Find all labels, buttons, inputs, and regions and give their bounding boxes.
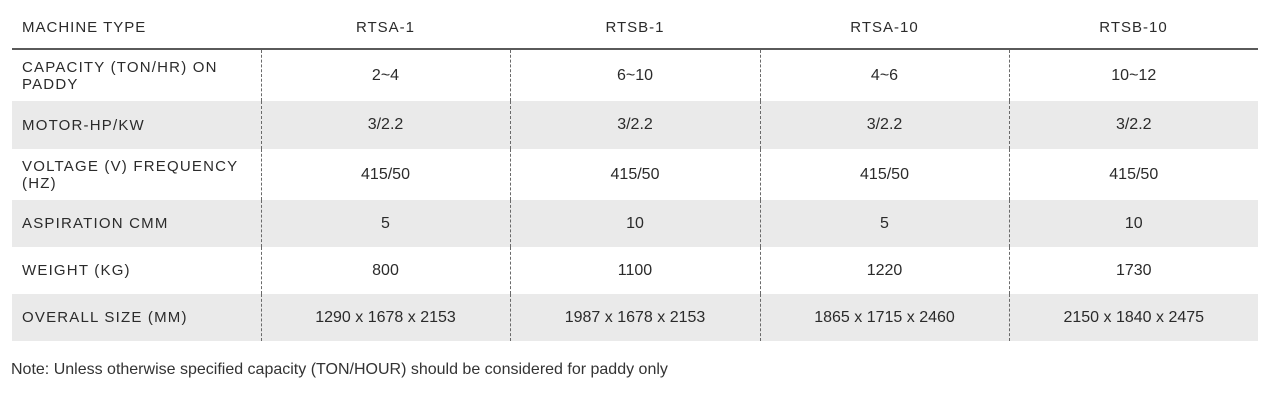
table-cell: 415/50 bbox=[1008, 149, 1258, 200]
table-cell: 10~12 bbox=[1008, 49, 1258, 101]
table-cell: 2~4 bbox=[260, 49, 510, 101]
header-rtsa-10: RTSA-10 bbox=[760, 6, 1009, 50]
row-label: VOLTAGE (V) FREQUENCY (HZ) bbox=[12, 149, 261, 200]
table-cell: 3/2.2 bbox=[759, 101, 1009, 149]
table-cell: 3/2.2 bbox=[509, 101, 760, 149]
table-cell: 415/50 bbox=[260, 149, 510, 200]
table-cell: 1865 x 1715 x 2460 bbox=[759, 294, 1009, 341]
header-machine-type: MACHINE TYPE bbox=[12, 6, 261, 50]
row-label: ASPIRATION CMM bbox=[12, 200, 261, 247]
table-cell: 1290 x 1678 x 2153 bbox=[260, 294, 510, 341]
header-row: MACHINE TYPE RTSA-1 RTSB-1 RTSA-10 RTSB-… bbox=[12, 6, 1258, 50]
table-cell: 10 bbox=[509, 200, 760, 247]
table-row: WEIGHT (KG) 800 1100 1220 1730 bbox=[12, 247, 1258, 294]
header-rtsa-1: RTSA-1 bbox=[261, 6, 510, 50]
table-cell: 5 bbox=[759, 200, 1009, 247]
table-cell: 3/2.2 bbox=[260, 101, 510, 149]
table-cell: 4~6 bbox=[759, 49, 1009, 101]
table-cell: 2150 x 1840 x 2475 bbox=[1008, 294, 1258, 341]
table-cell: 1987 x 1678 x 2153 bbox=[509, 294, 760, 341]
row-label: CAPACITY (TON/HR) ON PADDY bbox=[12, 49, 261, 101]
header-rtsb-10: RTSB-10 bbox=[1009, 6, 1258, 50]
table-cell: 1220 bbox=[759, 247, 1009, 294]
table-row: MOTOR-HP/KW 3/2.2 3/2.2 3/2.2 3/2.2 bbox=[12, 101, 1258, 149]
table-row: OVERALL SIZE (MM) 1290 x 1678 x 2153 198… bbox=[12, 294, 1258, 341]
table-cell: 1730 bbox=[1008, 247, 1258, 294]
table-cell: 415/50 bbox=[509, 149, 760, 200]
table-cell: 800 bbox=[260, 247, 510, 294]
table-row: CAPACITY (TON/HR) ON PADDY 2~4 6~10 4~6 … bbox=[12, 49, 1258, 101]
table-row: ASPIRATION CMM 5 10 5 10 bbox=[12, 200, 1258, 247]
table-cell: 3/2.2 bbox=[1008, 101, 1258, 149]
table-row: VOLTAGE (V) FREQUENCY (HZ) 415/50 415/50… bbox=[12, 149, 1258, 200]
specification-table: MACHINE TYPE RTSA-1 RTSB-1 RTSA-10 RTSB-… bbox=[12, 6, 1258, 341]
row-label: WEIGHT (KG) bbox=[12, 247, 261, 294]
table-cell: 5 bbox=[260, 200, 510, 247]
table-cell: 10 bbox=[1008, 200, 1258, 247]
row-label: MOTOR-HP/KW bbox=[12, 101, 261, 149]
header-rtsb-1: RTSB-1 bbox=[510, 6, 760, 50]
footnote: Note: Unless otherwise specified capacit… bbox=[11, 361, 668, 378]
table-cell: 6~10 bbox=[509, 49, 760, 101]
table-cell: 1100 bbox=[509, 247, 760, 294]
row-label: OVERALL SIZE (MM) bbox=[12, 294, 261, 341]
table-cell: 415/50 bbox=[759, 149, 1009, 200]
